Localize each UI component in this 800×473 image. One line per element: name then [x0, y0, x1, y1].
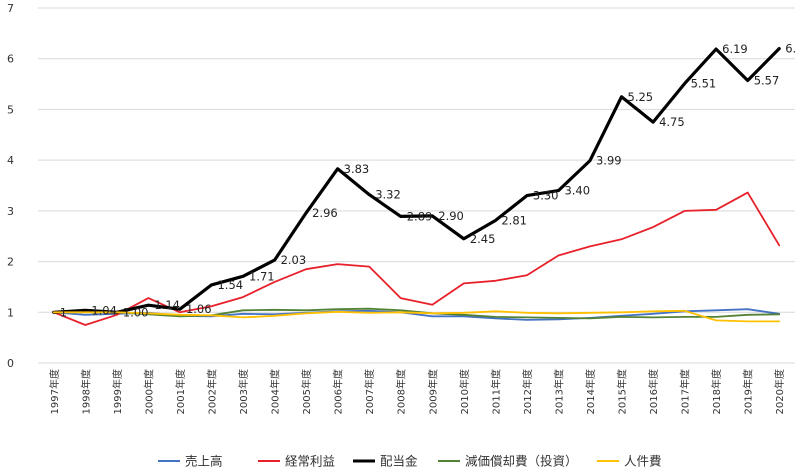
y-tick-label: 5: [7, 103, 14, 116]
data-label: 2.96: [312, 206, 338, 220]
legend-label: 配当金: [380, 454, 418, 469]
data-labels: 1 1.04 1.00 1.14 1.06 1.54 1.71 2.03 2.96 3.83 3.3…: [60, 42, 796, 320]
y-tick-label: 3: [7, 205, 14, 218]
legend-item-3: 減価償却費（投資）: [438, 454, 578, 469]
x-tick-label: 2009年度: [426, 369, 439, 414]
series-lines: [52, 46, 781, 326]
data-label: 4.75: [659, 115, 685, 129]
y-tick-label: 2: [7, 256, 14, 269]
x-tick-label: 2015年度: [616, 369, 629, 414]
x-tick-label: 2007年度: [363, 369, 376, 414]
x-tick-label: 2000年度: [142, 369, 155, 414]
legend-item-0: 売上高: [158, 454, 223, 469]
data-label: 1: [60, 305, 67, 319]
x-tick-label: 2016年度: [647, 369, 660, 414]
legend-item-2: 配当金: [353, 454, 418, 469]
data-label: 5.57: [754, 74, 780, 88]
legend-label: 経常利益: [285, 454, 335, 469]
y-tick-label: 1: [7, 306, 14, 319]
x-tick-label: 2010年度: [458, 369, 471, 414]
axes: 0 1 2 3 4 5 6 7 1997年度 1998年度 1999年度 2000年度 2001年度 20…: [7, 2, 786, 414]
x-tick-label: 2003年度: [237, 369, 250, 414]
series-line-3: [52, 307, 781, 320]
legend-item-4: 人件費: [597, 454, 662, 469]
x-tick-label: 2005年度: [300, 369, 313, 414]
x-tick-label: 2013年度: [552, 369, 565, 414]
data-label: 1.04: [91, 303, 117, 317]
x-tick-label: 2006年度: [332, 369, 345, 414]
data-label: 5.25: [628, 90, 654, 104]
x-tick-label: 2017年度: [679, 369, 692, 414]
data-label: 3.83: [344, 162, 370, 176]
legend-label: 売上高: [185, 454, 223, 469]
x-tick-label: 2011年度: [489, 369, 502, 414]
x-tick-label: 2012年度: [521, 369, 534, 414]
series-line-2: [52, 46, 781, 314]
data-label: 1.00: [123, 305, 149, 319]
x-tick-label: 2014年度: [584, 369, 597, 414]
x-tick-label: 1997年度: [48, 369, 61, 414]
data-label: 2.45: [470, 232, 496, 246]
x-tick-label: 1999年度: [111, 369, 124, 414]
y-tick-label: 7: [7, 2, 14, 15]
data-label: 6.19: [722, 42, 748, 56]
x-tick-label: 1998年度: [79, 369, 92, 414]
y-tick-label: 4: [7, 154, 14, 167]
data-label: 3.30: [533, 189, 559, 203]
data-label: 2.90: [438, 209, 464, 223]
data-label: 3.40: [564, 184, 590, 198]
gridlines: [38, 7, 795, 364]
data-label: 2.03: [281, 253, 307, 267]
data-label: 1.06: [186, 302, 212, 316]
y-tick-label: 0: [7, 357, 14, 370]
data-label: 1.14: [154, 298, 180, 312]
legend-label: 人件費: [624, 454, 662, 469]
x-tick-label: 2019年度: [742, 369, 755, 414]
x-tick-label: 2018年度: [710, 369, 723, 414]
data-label: 1.71: [249, 269, 275, 283]
legend: 売上高 経常利益 配当金 減価償却費（投資） 人件費: [158, 454, 662, 469]
x-tick-label: 2008年度: [395, 369, 408, 414]
data-label: 2.81: [501, 213, 527, 227]
data-label: 3.99: [596, 154, 622, 168]
legend-item-1: 経常利益: [258, 454, 335, 469]
data-label: 1.54: [217, 278, 243, 292]
data-label: 5.51: [691, 77, 717, 91]
x-tick-label: 2020年度: [773, 369, 786, 414]
series-line-4: [52, 309, 781, 323]
y-tick-label: 6: [7, 53, 14, 66]
x-tick-label: 2002年度: [205, 369, 218, 414]
x-tick-label: 2001年度: [174, 369, 187, 414]
data-label: 6.: [785, 42, 796, 56]
legend-label: 減価償却費（投資）: [465, 454, 578, 469]
data-label: 3.32: [375, 188, 401, 202]
x-tick-label: 2004年度: [269, 369, 282, 414]
data-label: 2.89: [407, 209, 433, 223]
